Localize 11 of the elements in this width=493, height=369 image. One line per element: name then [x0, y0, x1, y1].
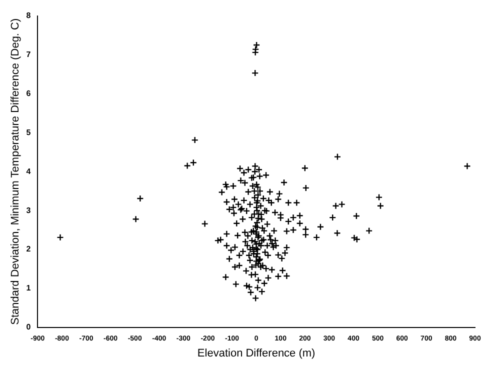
y-tick-label: 1 [26, 284, 32, 293]
x-axis-title: Elevation Difference (m) [197, 347, 316, 360]
y-tick-label: 0 [26, 322, 32, 332]
y-tick-label: 7 [26, 50, 32, 59]
y-tick-label: 4 [26, 166, 32, 176]
y-tick-label: 8 [26, 11, 32, 20]
y-tick-label: 2 [26, 244, 32, 254]
y-tick-label: 5 [26, 128, 32, 137]
y-axis-title: Standard Deviation, Minimum Temperature Difference (Deg. C) [10, 18, 22, 325]
y-tick-label: 6 [26, 88, 32, 98]
y-tick-label: 3 [26, 206, 32, 215]
